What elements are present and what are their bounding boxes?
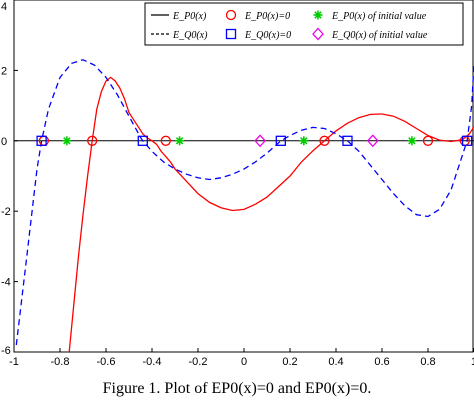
y-tick-label: -2 xyxy=(1,206,11,218)
legend-item: E_Q0(x) of initial value xyxy=(312,27,428,41)
x-tick-label: 0.6 xyxy=(374,356,389,368)
eq0-zero-marker xyxy=(36,135,47,146)
eq0-curve xyxy=(15,59,474,346)
ep0-zero-marker xyxy=(319,135,330,146)
ep0-initial-marker xyxy=(62,136,72,146)
eq0-zero-marker xyxy=(342,135,353,146)
x-tick-label: 0 xyxy=(241,356,247,368)
y-tick-label: 4 xyxy=(1,1,7,13)
legend-item: E_Q0(x)=0 xyxy=(225,28,291,41)
y-tick-label: -6 xyxy=(1,345,11,357)
legend-label: E_Q0(x) xyxy=(172,30,208,41)
y-tick-label: 2 xyxy=(1,65,7,77)
x-tick-label: -0.4 xyxy=(143,356,162,368)
plot-frame xyxy=(13,0,474,353)
x-tick-label: 0.4 xyxy=(328,356,343,368)
figure-caption: Figure 1. Plot of EP0(x)=0 and EP0(x)=0. xyxy=(0,380,474,398)
ep0-zero-marker xyxy=(422,135,434,146)
x-tick-label: -0.8 xyxy=(51,356,70,368)
legend-diamond-swatch xyxy=(312,27,324,41)
legend-item: E_Q0(x) xyxy=(151,30,208,41)
eq0-zero-marker xyxy=(461,135,473,146)
chart-plot: -1 -0.8 -0.6 -0.4 -0.2 0 0.2 0.4 0.6 0.8 1 4 2 0 -2 -4 -… xyxy=(1,0,474,368)
chart-legend: E_P0(x) E_P0(x)=0 E_P0(x) of initial value… xyxy=(144,2,464,46)
chart-axes xyxy=(13,0,474,353)
legend-item: E_P0(x) xyxy=(151,11,207,22)
y-tick-label: 0 xyxy=(1,136,7,148)
eq0-initial-marker xyxy=(254,134,266,148)
legend-label: E_Q0(x)=0 xyxy=(244,30,291,41)
ep0-curve xyxy=(68,76,474,352)
x-tick-label: 1 xyxy=(471,356,474,368)
eq0-initial-marker xyxy=(366,134,379,148)
legend-item: E_P0(x) of initial value xyxy=(313,10,427,22)
ep0-initial-marker xyxy=(175,136,185,146)
ep0-zero-marker xyxy=(87,135,98,146)
ep0-initial-marker xyxy=(299,136,309,146)
x-tick-label: 0.8 xyxy=(420,356,435,368)
legend-label: E_Q0(x) of initial value xyxy=(331,30,428,41)
x-tick-label: -0.6 xyxy=(97,356,116,368)
x-tick-label: -1 xyxy=(9,356,19,368)
legend-box xyxy=(144,2,464,46)
eq0-zero-marker xyxy=(137,135,148,146)
legend-label: E_P0(x) of initial value xyxy=(331,11,427,22)
legend-square-swatch xyxy=(225,28,237,40)
ep0-initial-marker xyxy=(407,136,417,146)
legend-asterisk-swatch xyxy=(313,10,323,20)
x-tick-label: 0.2 xyxy=(282,356,297,368)
legend-label: E_P0(x) xyxy=(172,11,207,22)
x-tick-label: -0.2 xyxy=(189,356,208,368)
chart-series xyxy=(15,59,474,352)
ep0-zero-marker xyxy=(160,135,171,146)
legend-item: E_P0(x)=0 xyxy=(225,9,290,22)
eq0-zero-marker xyxy=(275,135,286,146)
chart-markers xyxy=(36,134,473,148)
caption-text: Figure 1. Plot of EP0(x)=0 and EP0(x)=0. xyxy=(102,380,372,397)
legend-label: E_P0(x)=0 xyxy=(244,11,290,22)
legend-circle-swatch xyxy=(225,9,237,21)
y-tick-label: -4 xyxy=(1,277,11,289)
chart-tick-labels: -1 -0.8 -0.6 -0.4 -0.2 0 0.2 0.4 0.6 0.8 1 4 2 0 -2 -4 -… xyxy=(1,1,474,368)
